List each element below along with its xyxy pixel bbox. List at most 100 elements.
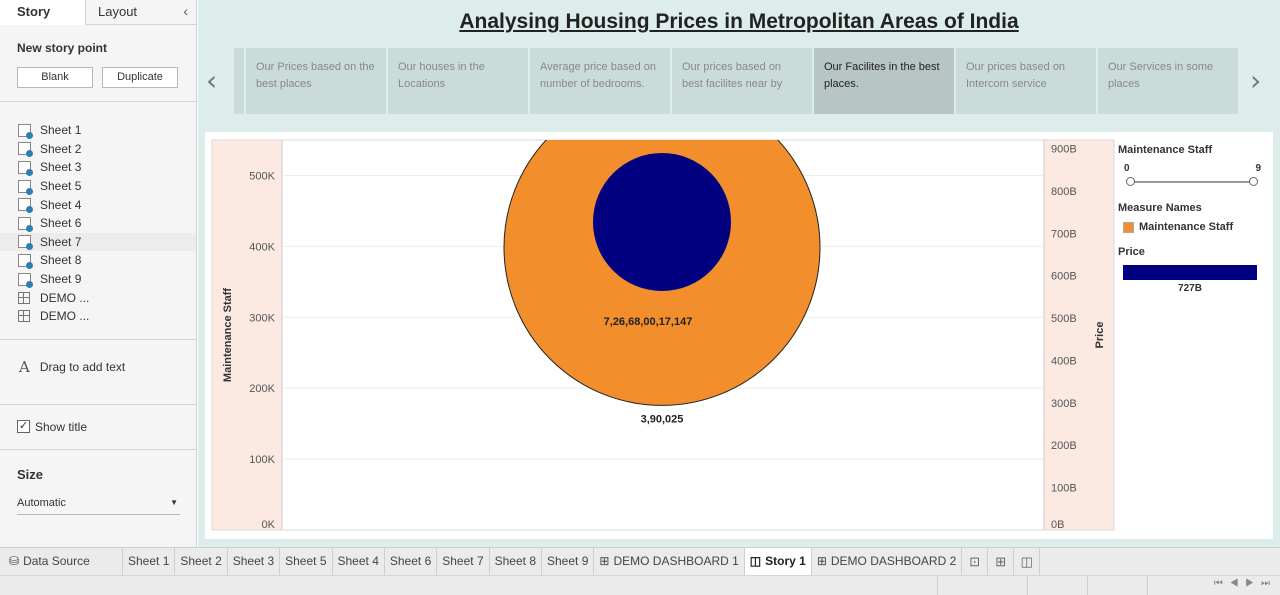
slider-max-handle[interactable] (1249, 177, 1258, 186)
new-dashboard-icon[interactable]: ⊞ (988, 548, 1015, 575)
sheet-list-item[interactable]: Sheet 9 (0, 270, 196, 289)
show-title-checkbox[interactable]: ✓ (17, 420, 30, 434)
dashboard-tab-label: DEMO DASHBOARD 2 (830, 554, 957, 568)
price-legend-title: Price (1118, 246, 1145, 258)
sheet-tab[interactable]: Sheet 7 (437, 548, 490, 575)
next-story-point-icon[interactable]: › (1250, 64, 1262, 97)
sheet-navigation-icons[interactable]: ⏮ ◀ ▶ ⏭ (1213, 578, 1272, 589)
legend-panel: Maintenance Staff 0 9 Measure Names Main… (1118, 144, 1268, 294)
new-worksheet-icon[interactable]: ⊡ (962, 548, 989, 575)
size-value: Automatic (17, 496, 66, 509)
data-source-label: Data Source (23, 554, 90, 568)
collapse-panel-icon[interactable]: ‹ (183, 3, 188, 19)
sheet-tab[interactable]: Sheet 6 (385, 548, 438, 575)
left-axis-tick-label: 500K (249, 170, 275, 182)
sheet-tab[interactable]: Sheet 8 (490, 548, 542, 575)
data-source-tab[interactable]: ⛁ Data Source (0, 548, 123, 575)
tab-layout[interactable]: Layout (98, 4, 138, 19)
sheet-list-item[interactable]: Sheet 6 (0, 214, 196, 233)
sheet-label: Sheet 9 (40, 272, 82, 287)
sheet-tab[interactable]: Sheet 4 (333, 548, 385, 575)
previous-story-point-icon[interactable]: ‹ (206, 64, 218, 97)
new-story-point-heading: New story point (17, 41, 108, 55)
price-color-ramp (1123, 265, 1257, 280)
story-point[interactable]: Our houses in the Locations (388, 48, 528, 114)
divider (0, 338, 196, 340)
maintenance-staff-data-label: 3,90,025 (641, 413, 684, 425)
text-object-icon: A (19, 357, 30, 376)
sheet-list-item[interactable]: Sheet 4 (0, 195, 196, 214)
legend-item-label: Maintenance Staff (1139, 221, 1234, 233)
sheet-tab[interactable]: Sheet 5 (280, 548, 333, 575)
story-point[interactable]: Average price based on number of bedroom… (530, 48, 670, 114)
worksheet-icon (18, 179, 33, 195)
sheet-list-item[interactable]: Sheet 8 (0, 251, 196, 270)
sheet-label: Sheet 7 (40, 234, 82, 249)
dashboard-icon: ⊞ (599, 554, 610, 568)
sheet-label: Sheet 5 (40, 179, 82, 194)
sheet-tab[interactable]: Sheet 2 (175, 548, 228, 575)
tab-story[interactable]: Story (0, 0, 86, 25)
story-tab-active[interactable]: ◫ Story 1 (744, 548, 812, 575)
divider (0, 101, 196, 102)
dual-axis-circle-chart: 0K 100K 200K 300K 400K 500K 0B 100B 200B 300B 400… (211, 139, 1115, 531)
story-point[interactable]: Our prices based on best facilites near … (672, 48, 812, 114)
sheet-list-item[interactable]: Sheet 3 (0, 158, 196, 177)
sheet-list-item[interactable]: Sheet 2 (0, 140, 196, 159)
worksheet-icon (18, 235, 33, 251)
left-axis-tick-label: 0K (262, 519, 276, 531)
story-point[interactable]: Our Services in some places (1098, 48, 1238, 114)
story-point[interactable]: Our prices based on Intercom service (956, 48, 1096, 114)
price-legend-value: 727B (1178, 283, 1202, 294)
filter-max: 9 (1255, 163, 1261, 174)
dashboard-label: DEMO ... (40, 290, 90, 305)
dashboard-icon (18, 310, 30, 323)
sheet-list-item[interactable]: Sheet 5 (0, 177, 196, 196)
dashboard-tab[interactable]: ⊞ DEMO DASHBOARD 2 (812, 548, 963, 575)
left-axis-tick-label: 300K (249, 312, 275, 324)
divider (0, 448, 196, 450)
right-axis-tick-label: 700B (1051, 228, 1077, 240)
sheet-tab[interactable]: Sheet 3 (228, 548, 281, 575)
size-dropdown[interactable]: Automatic ▼ (17, 495, 180, 515)
story-side-panel: Story Layout ‹ New story point Blank Dup… (0, 0, 197, 547)
worksheet-icon (18, 253, 33, 269)
right-axis-tick-label: 400B (1051, 355, 1077, 367)
worksheet-icon (18, 198, 33, 214)
drag-to-add-text[interactable]: A Drag to add text (0, 356, 196, 378)
left-axis-tick-label: 200K (249, 383, 275, 395)
divider (0, 403, 196, 405)
show-title-option[interactable]: ✓ Show title (0, 405, 196, 449)
story-point-active[interactable]: Our Facilites in the best places. (814, 48, 954, 114)
right-axis-tick-label: 300B (1051, 398, 1077, 410)
sheet-list-item[interactable]: Sheet 7 (0, 232, 196, 252)
story-title: Analysing Housing Prices in Metropolitan… (459, 10, 1019, 33)
blank-button[interactable]: Blank (17, 67, 93, 88)
sheet-tab[interactable]: Sheet 1 (123, 548, 176, 575)
new-story-icon[interactable]: ◫ (1014, 548, 1041, 575)
sheet-label: Sheet 8 (40, 253, 82, 268)
right-axis-tick-label: 100B (1051, 483, 1077, 495)
sheet-tab[interactable]: Sheet 9 (542, 548, 595, 575)
story-navigator-edge (234, 48, 244, 114)
right-axis-band (1044, 140, 1114, 530)
worksheet-icon (18, 142, 33, 158)
sheet-label: Sheet 3 (40, 160, 82, 175)
dashboard-list-item[interactable]: DEMO ... (0, 288, 196, 307)
dashboard-tab[interactable]: ⊞ DEMO DASHBOARD 1 (594, 548, 745, 575)
dashboard-list-item[interactable]: DEMO ... (0, 307, 196, 326)
maintenance-staff-range-slider[interactable] (1126, 176, 1258, 188)
duplicate-button[interactable]: Duplicate (102, 67, 178, 88)
dashboard-label: DEMO ... (40, 309, 90, 324)
price-circle-mark[interactable] (593, 152, 731, 291)
left-axis-band (212, 140, 282, 530)
slider-min-handle[interactable] (1126, 177, 1135, 186)
sheet-list-item[interactable]: Sheet 1 (0, 121, 196, 140)
chart-container: 0K 100K 200K 300K 400K 500K 0B 100B 200B 300B 400… (205, 132, 1273, 539)
status-bar: ⏮ ◀ ▶ ⏭ (0, 575, 1280, 595)
left-axis-tick-label: 100K (249, 454, 275, 466)
sheet-tab-bar: ⛁ Data Source Sheet 1 Sheet 2 Sheet 3 She… (0, 547, 1280, 575)
legend-item-maintenance-staff[interactable]: Maintenance Staff (1123, 221, 1268, 233)
story-tab-label: Story 1 (765, 554, 806, 568)
story-point[interactable]: Our Prices based on the best places (246, 48, 386, 114)
